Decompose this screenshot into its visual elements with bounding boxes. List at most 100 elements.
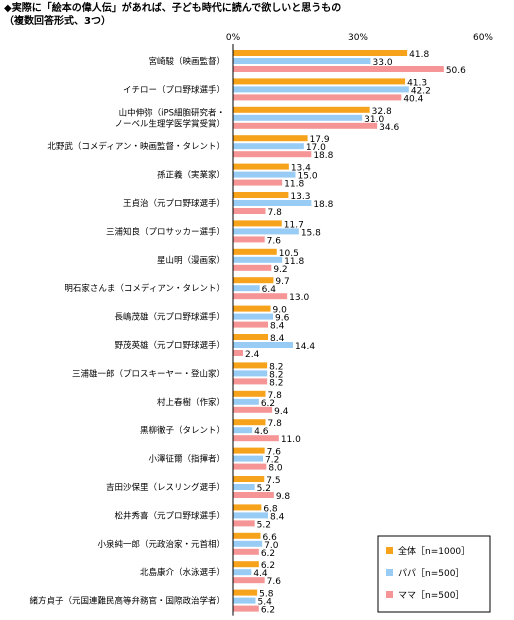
mama-value-label: 9.8 <box>276 492 291 502</box>
category-label-line: 野茂英雄（元プロ野球選手） <box>114 340 225 351</box>
category-group: 緒方貞子（元国連難民高等弁務官・国際政治学者） 5.85.46.2 <box>29 589 275 616</box>
category-group: 小澤征爾（指揮者） 7.67.28.0 <box>148 447 283 474</box>
papa-value-label: 15.0 <box>298 172 318 182</box>
all-value-label: 6.8 <box>263 504 278 514</box>
category-label-line: 吉田沙保里（レスリング選手） <box>106 482 225 493</box>
all-bar <box>233 419 266 426</box>
all-value-label: 7.6 <box>267 448 282 458</box>
category-group: 王貞治（元プロ野球選手） 13.318.8 7.8 <box>123 192 334 218</box>
mama-bar <box>233 321 268 328</box>
all-value-label: 13.4 <box>291 164 311 174</box>
category-label-line: 長嶋茂雄（元プロ野球選手） <box>114 312 225 323</box>
papa-value-label: 4.4 <box>253 569 268 579</box>
all-bar <box>233 476 265 482</box>
mama-bar <box>233 264 272 271</box>
category-group: 三浦雄一郎（プロスキーヤー・登山家）8.28.28.2 <box>72 362 283 388</box>
category-group: 野茂英雄（元プロ野球選手） 8.4 14.4 2.4 <box>114 334 315 360</box>
category-group: 山中伸弥（iPS細胞研究者・ノーベル生理学医学賞受賞） 32.831.034.6 <box>114 106 399 133</box>
category-group: 黒柳徹子（タレント） 7.84.6 11.0 <box>140 419 301 445</box>
mama-value-label: 8.2 <box>269 378 283 388</box>
all-bar <box>233 532 261 539</box>
papa-bar <box>233 342 293 348</box>
papa-value-label: 5.4 <box>258 598 273 608</box>
category-label: 三浦雄一郎（プロスキーヤー・登山家） <box>72 368 225 379</box>
mama-value-label: 50.6 <box>446 66 466 76</box>
all-value-label: 6.6 <box>263 533 278 543</box>
papa-bar <box>233 313 273 320</box>
mama-value-label: 40.4 <box>403 94 423 104</box>
category-label: 宮崎駿（映画監督） <box>148 56 225 67</box>
all-bar <box>233 334 268 340</box>
category-group: 村上春樹（作家） 7.86.29.4 <box>157 390 289 417</box>
papa-value-label: 6.2 <box>261 399 275 409</box>
mama-bar <box>233 435 279 442</box>
papa-bar <box>233 370 268 377</box>
mama-value-label: 9.2 <box>273 265 287 275</box>
category-label: 小澤征爾（指揮者） <box>148 454 225 465</box>
category-group: 北島康介（水泳選手） 6.24.47.6 <box>140 561 281 587</box>
mama-value-label: 5.2 <box>257 520 271 530</box>
x-tick-label: 0% <box>226 33 241 43</box>
category-group: 長嶋茂雄（元プロ野球選手） 9.09.68.4 <box>114 305 290 332</box>
mama-bar <box>233 350 243 356</box>
category-label-line: 小澤征爾（指揮者） <box>148 454 225 465</box>
mama-value-label: 8.4 <box>270 322 285 332</box>
all-bar <box>233 192 289 198</box>
mama-bar <box>233 463 267 470</box>
mama-bar <box>233 236 265 243</box>
mama-bar <box>233 406 273 413</box>
papa-bar <box>233 285 260 292</box>
mama-value-label: 6.2 <box>261 549 275 559</box>
papa-value-label: 5.2 <box>257 484 271 494</box>
all-value-label: 10.5 <box>279 249 299 259</box>
mama-bar <box>233 378 268 385</box>
category-label: 北野武（コメディアン・映画監督・タレント） <box>47 141 225 152</box>
papa-bar <box>233 171 296 178</box>
mama-bar <box>233 179 283 186</box>
x-tick-label: 60% <box>473 33 493 43</box>
all-bar <box>233 589 258 596</box>
category-group: 星山明（漫画家） 10.511.89.2 <box>157 248 304 275</box>
category-label: 山中伸弥（iPS細胞研究者・ノーベル生理学医学賞受賞） <box>114 107 225 129</box>
category-label: 孫正義（実業家） <box>157 170 225 181</box>
mama-bar <box>233 605 259 612</box>
papa-value-label: 8.2 <box>269 370 283 380</box>
category-label-line: 緒方貞子（元国連難民高等弁務官・国際政治学者） <box>29 596 225 607</box>
papa-value-label: 7.0 <box>264 541 279 551</box>
x-tick-label: 30% <box>348 33 368 43</box>
category-label: 松井秀喜（元プロ野球選手） <box>114 510 225 521</box>
all-value-label: 13.3 <box>290 192 310 202</box>
papa-value-label: 4.6 <box>254 427 269 437</box>
all-bar <box>233 447 265 454</box>
papa-bar <box>233 484 255 490</box>
papa-value-label: 8.4 <box>270 512 285 522</box>
mama-bar <box>233 293 288 300</box>
all-value-label: 6.2 <box>261 561 275 571</box>
mama-value-label: 2.4 <box>245 350 260 360</box>
category-label: 王貞治（元プロ野球選手） <box>123 198 225 209</box>
papa-value-label: 17.0 <box>306 143 326 153</box>
all-value-label: 8.4 <box>270 334 285 344</box>
papa-value-label: 6.4 <box>262 285 277 295</box>
papa-bar <box>233 569 252 576</box>
all-bar <box>233 504 262 511</box>
mama-bar <box>233 208 266 214</box>
category-label-line: 三浦雄一郎（プロスキーヤー・登山家） <box>72 368 225 379</box>
mama-bar <box>233 548 259 555</box>
all-value-label: 41.8 <box>409 50 429 60</box>
category-group: 北野武（コメディアン・映画監督・タレント） 17.917.018.8 <box>47 135 334 161</box>
all-value-label: 5.8 <box>259 590 274 600</box>
mama-bar <box>233 492 274 498</box>
category-label: 村上春樹（作家） <box>157 397 225 408</box>
category-label-line: 山中伸弥（iPS細胞研究者・ <box>119 107 225 118</box>
mama-value-label: 18.8 <box>313 151 333 161</box>
all-value-label: 32.8 <box>372 107 392 117</box>
category-label: 星山明（漫画家） <box>157 255 225 266</box>
papa-bar <box>233 200 312 206</box>
all-value-label: 11.7 <box>284 220 304 230</box>
chart-title: ◆実際に「絵本の偉人伝」があれば、子ども時代に読んで欲しいと思うもの <box>4 3 342 14</box>
papa-bar <box>233 143 304 150</box>
all-bar <box>233 362 268 369</box>
papa-legend-swatch <box>386 569 393 576</box>
